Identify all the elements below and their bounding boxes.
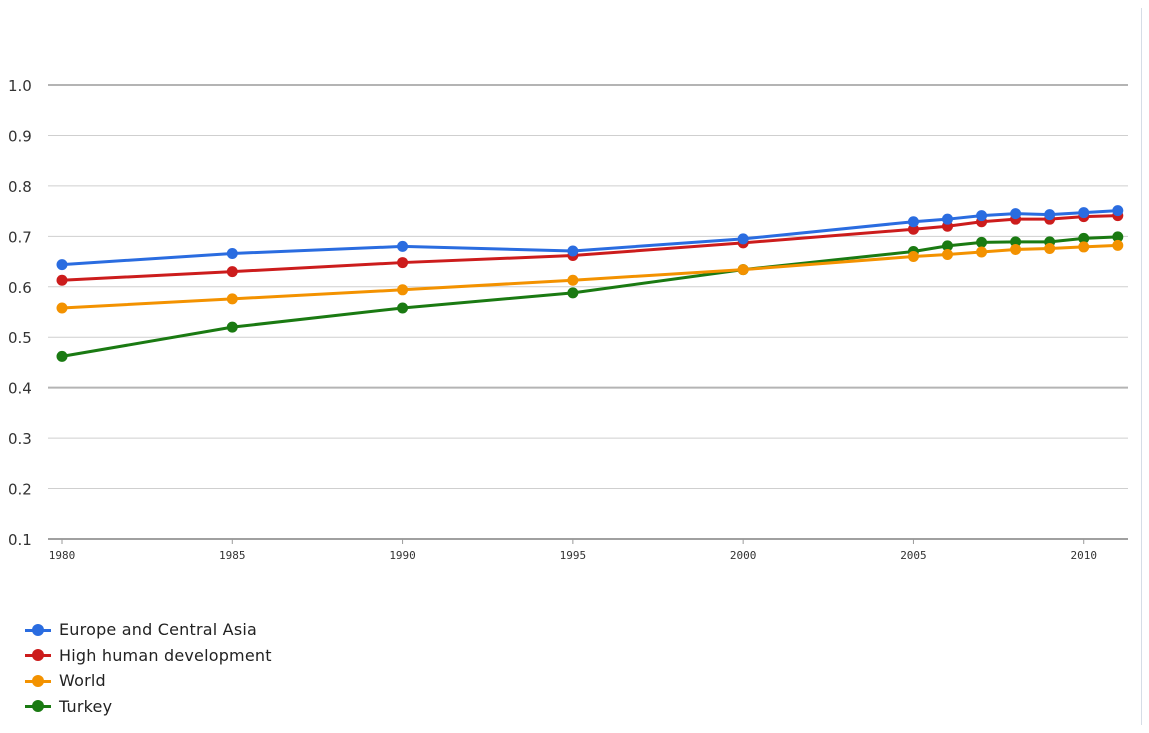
data-point-turkey-2008[interactable] (1010, 236, 1022, 248)
chart-frame-edge (1141, 8, 1142, 725)
data-point-high-human-development-1980[interactable] (56, 274, 68, 286)
x-tick-label: 1980 (49, 549, 76, 562)
data-point-world-2006[interactable] (941, 248, 953, 260)
series-line-europe-and-central-asia (60, 209, 1120, 267)
data-point-turkey-1985[interactable] (226, 321, 238, 333)
data-point-world-1990[interactable] (397, 284, 409, 296)
data-point-world-1995[interactable] (567, 274, 579, 286)
y-tick-label: 0.1 (8, 531, 32, 549)
y-tick-label: 0.2 (8, 481, 32, 499)
x-tick-label: 1990 (389, 549, 416, 562)
data-point-world-2011[interactable] (1112, 239, 1124, 251)
data-point-europe-and-central-asia-2006[interactable] (941, 213, 953, 225)
legend-swatch-icon (25, 700, 51, 713)
series-europe-and-central-asia (56, 205, 1124, 271)
data-point-europe-and-central-asia-1990[interactable] (397, 240, 409, 252)
y-tick-label: 0.5 (8, 329, 32, 347)
y-tick-label: 0.3 (8, 430, 32, 448)
x-tick-label: 2000 (730, 549, 757, 562)
series-line-world (60, 243, 1120, 310)
data-point-turkey-1980[interactable] (56, 350, 68, 362)
legend-label: World (59, 671, 106, 691)
data-point-europe-and-central-asia-2005[interactable] (907, 216, 919, 228)
series-turkey (56, 231, 1124, 362)
data-point-world-2000[interactable] (737, 264, 749, 276)
data-point-europe-and-central-asia-2000[interactable] (737, 233, 749, 245)
data-point-turkey-2011[interactable] (1112, 231, 1124, 243)
y-axis-ticks: 1.0 0.9 0.8 0.7 0.6 0.5 0.4 0.3 0.2 0.1 (8, 77, 32, 549)
legend-item-high-human-development[interactable]: High human development (25, 643, 272, 669)
legend-swatch-icon (25, 623, 51, 636)
data-point-world-2009[interactable] (1044, 242, 1056, 254)
legend-swatch-icon (25, 649, 51, 662)
data-point-turkey-2006[interactable] (941, 240, 953, 252)
grid-lines (48, 84, 1128, 540)
y-tick-label: 1.0 (8, 77, 32, 95)
data-point-turkey-1995[interactable] (567, 287, 579, 299)
data-point-europe-and-central-asia-1995[interactable] (567, 245, 579, 257)
legend-swatch-icon (25, 674, 51, 687)
data-point-europe-and-central-asia-2010[interactable] (1078, 207, 1090, 219)
legend-item-turkey[interactable]: Turkey (25, 694, 272, 720)
legend-label: High human development (59, 645, 272, 665)
legend-item-europe-and-central-asia[interactable]: Europe and Central Asia (25, 617, 272, 643)
x-axis: 1980 1985 1990 1995 2000 2005 2010 (48, 538, 1128, 562)
data-point-europe-and-central-asia-2009[interactable] (1044, 209, 1056, 221)
series-line-high-human-development (60, 214, 1120, 282)
data-point-europe-and-central-asia-1980[interactable] (56, 259, 68, 271)
y-tick-label: 0.9 (8, 127, 32, 145)
series-world (56, 239, 1124, 314)
data-point-turkey-1990[interactable] (397, 302, 409, 314)
data-point-europe-and-central-asia-2007[interactable] (976, 210, 988, 222)
x-tick-label: 2005 (900, 549, 927, 562)
legend-label: Turkey (59, 696, 113, 716)
y-tick-label: 0.8 (8, 178, 32, 196)
series-line-turkey (60, 235, 1120, 358)
legend-label: Europe and Central Asia (59, 620, 258, 640)
y-tick-label: 0.7 (8, 228, 32, 246)
legend-item-world[interactable]: World (25, 668, 272, 694)
legend: Europe and Central Asia High human develo… (25, 617, 272, 719)
data-point-world-1980[interactable] (56, 302, 68, 314)
data-point-turkey-2010[interactable] (1078, 232, 1090, 244)
y-tick-label: 0.6 (8, 279, 32, 297)
x-tick-label: 2010 (1070, 549, 1097, 562)
data-point-europe-and-central-asia-2011[interactable] (1112, 205, 1124, 217)
y-tick-label: 0.4 (8, 380, 32, 398)
data-point-world-1985[interactable] (226, 293, 238, 305)
data-point-europe-and-central-asia-2008[interactable] (1010, 208, 1022, 220)
data-point-high-human-development-2005[interactable] (907, 223, 919, 235)
series-layer (56, 205, 1124, 362)
x-tick-label: 1995 (560, 549, 587, 562)
data-point-high-human-development-1990[interactable] (397, 257, 409, 269)
series-high-human-development (56, 210, 1124, 286)
data-point-world-2010[interactable] (1078, 241, 1090, 253)
data-point-turkey-2007[interactable] (976, 236, 988, 248)
data-point-europe-and-central-asia-1985[interactable] (226, 247, 238, 259)
data-point-world-2005[interactable] (907, 251, 919, 263)
data-point-world-2008[interactable] (1010, 243, 1022, 255)
data-point-high-human-development-1985[interactable] (226, 266, 238, 278)
data-point-world-2007[interactable] (976, 246, 988, 258)
x-tick-label: 1985 (219, 549, 246, 562)
